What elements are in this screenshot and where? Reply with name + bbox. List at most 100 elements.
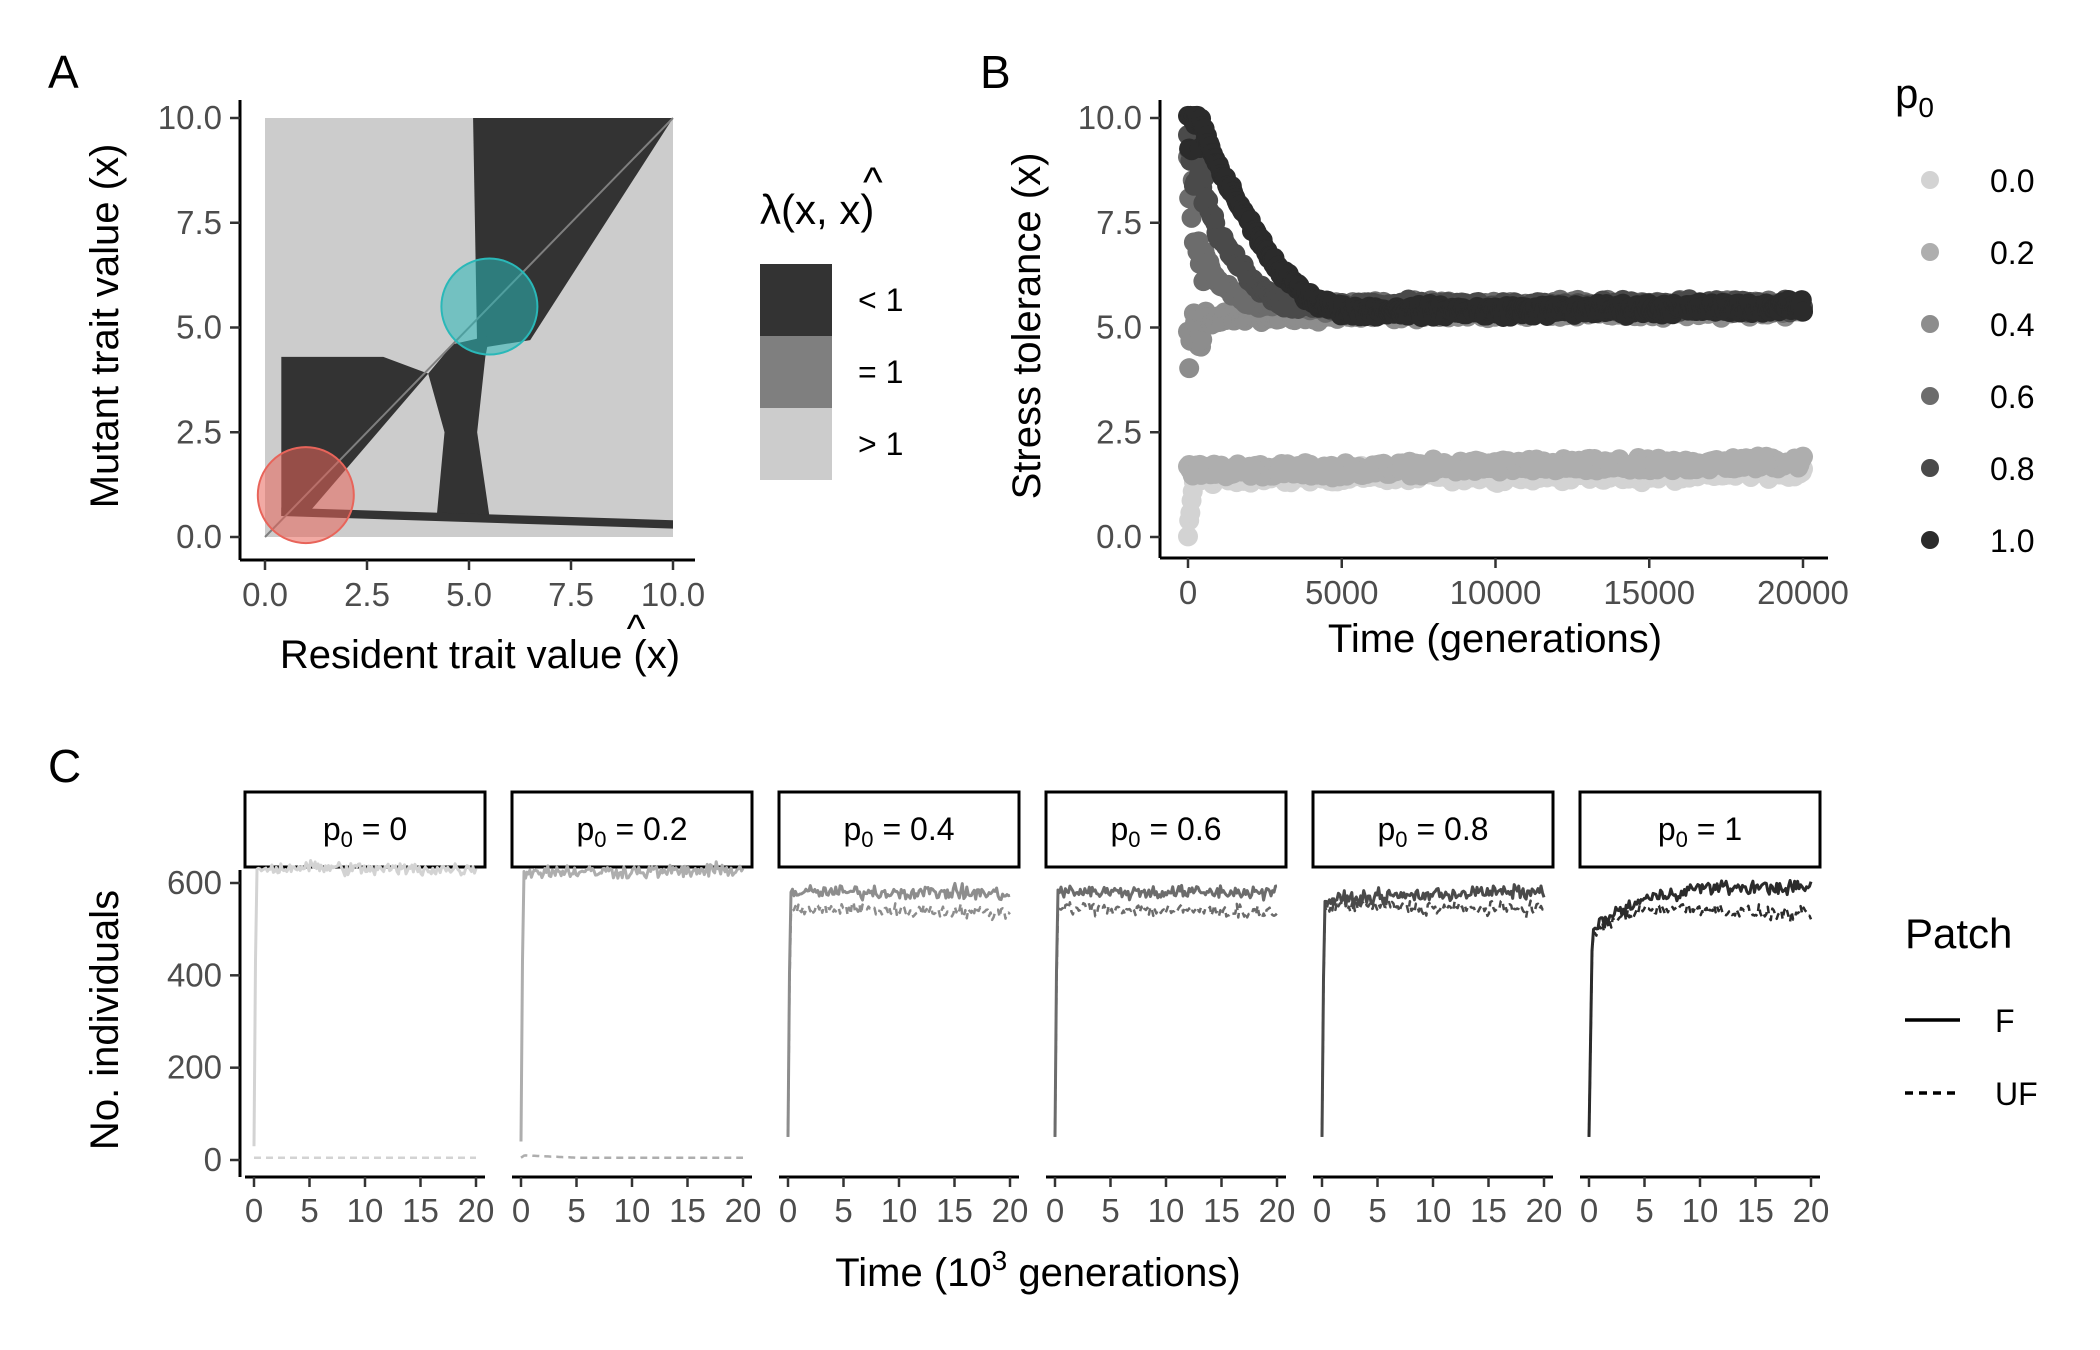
panel-c-x-axis-title: Time (103 generations) [835, 1245, 1240, 1295]
legend-label-gt1: > 1 [858, 426, 903, 462]
panel-b-y-tick-label: 2.5 [1096, 413, 1142, 450]
legend-label-UF: UF [1995, 1076, 2038, 1112]
panel-a-y-tick-label: 0.0 [176, 518, 222, 555]
line-F-facet-5 [1587, 879, 1813, 1137]
panel-b-scatter: 0 5000 10000 15000 20000 0.0 2.5 5.0 7.5 10.0 [1078, 99, 1849, 611]
facet-strip [1044, 790, 1288, 869]
line-UF-facet-4 [1320, 897, 1546, 1137]
point-p0-0.4 [1179, 358, 1200, 379]
facet-1: p0 = 0.2 0 5 10 15 20 [510, 790, 762, 1229]
legend-key-p0-1.0 [1921, 531, 1939, 549]
panel-b-x-tick-label: 5000 [1305, 574, 1378, 611]
panel-b-y-tick-label: 10.0 [1078, 99, 1142, 136]
region-lt1-stem [428, 335, 490, 521]
facet-x-tick-label: 20 [1793, 1192, 1830, 1229]
panel-a-x-ticks: 0.0 2.5 5.0 7.5 10.0 [242, 560, 705, 613]
facet-x-tick-label: 5 [300, 1192, 318, 1229]
panel-label-a: A [48, 46, 79, 98]
panel-b-x-tick-label: 15000 [1603, 574, 1695, 611]
facet-x-tick-label: 15 [1737, 1192, 1774, 1229]
legend-key-lt1 [760, 264, 832, 336]
legend-key-gt1 [760, 408, 832, 480]
panel-a-y-tick-label: 10.0 [158, 99, 222, 136]
panel-b-x-tick-label: 10000 [1450, 574, 1542, 611]
panel-c-y-axis-title: No. individuals [83, 890, 127, 1150]
panel-label-b: B [980, 46, 1011, 98]
panel-a-legend-title-hat: ^ [863, 158, 883, 205]
facet-x-tick-label: 20 [1259, 1192, 1296, 1229]
panel-a-x-tick-label: 5.0 [446, 576, 492, 613]
facet-0: p0 = 0 0 5 10 15 20 [243, 790, 495, 1229]
point-p0-0.6 [1181, 207, 1202, 228]
panel-b-y-axis-title: Stress tolerance (x) [1005, 153, 1049, 500]
panel-a-y-tick-label: 5.0 [176, 309, 222, 346]
panel-b-legend-items: 0.0 0.2 0.4 0.6 0.8 1.0 [1921, 163, 2034, 559]
legend-key-p0-0.8 [1921, 459, 1939, 477]
facet-x-tick-label: 10 [1415, 1192, 1452, 1229]
panel-a-legend: λ(x, x) ^ < 1 = 1 > 1 [760, 158, 903, 480]
point-p0-0.0 [1178, 526, 1198, 547]
facet-x-tick-label: 20 [458, 1192, 495, 1229]
line-UF-facet-3 [1053, 901, 1278, 1137]
legend-label-p0-0.8: 0.8 [1990, 451, 2034, 487]
point-p0-0.4 [1192, 329, 1213, 350]
line-F-facet-1 [519, 860, 745, 1142]
panel-c-legend-title: Patch [1905, 910, 2012, 957]
line-F-facet-3 [1053, 883, 1278, 1137]
panel-a-x-axis-hat: ^ [627, 607, 646, 651]
facet-x-tick-label: 10 [347, 1192, 384, 1229]
facet-x-tick-label: 0 [1046, 1192, 1064, 1229]
panel-a-axes [238, 100, 695, 562]
panel-a-y-tick-label: 7.5 [176, 204, 222, 241]
panel-label-c: C [48, 740, 81, 792]
region-lt1-bottom-strip [281, 507, 673, 529]
facet-x-tick-label: 20 [1526, 1192, 1563, 1229]
panel-a-y-ticks: 0.0 2.5 5.0 7.5 10.0 [158, 99, 240, 555]
facet-x-tick-label: 10 [1682, 1192, 1719, 1229]
legend-label-p0-0.6: 0.6 [1990, 379, 2034, 415]
facet-strip [510, 790, 754, 869]
panel-a-x-tick-label: 10.0 [641, 576, 705, 613]
facet-x-tick-label: 20 [725, 1192, 762, 1229]
facet-x-tick-label: 15 [402, 1192, 439, 1229]
facet-strip-label: p0 = 0.4 [844, 811, 955, 852]
panel-b-y-tick-label: 7.5 [1096, 204, 1142, 241]
facet-x-tick-label: 15 [669, 1192, 706, 1229]
facet-x-tick-label: 15 [1203, 1192, 1240, 1229]
legend-key-p0-0.2 [1921, 243, 1939, 261]
series-p0-0.2 [1178, 446, 1813, 488]
facet-x-tick-label: 5 [1635, 1192, 1653, 1229]
facet-strip-label: p0 = 1 [1658, 811, 1742, 852]
panel-a-y-axis-title: Mutant trait value (x) [83, 144, 127, 509]
facet-x-tick-label: 10 [614, 1192, 651, 1229]
facet-5: p0 = 1 0 5 10 15 20 [1578, 790, 1830, 1229]
facet-x-tick-label: 5 [567, 1192, 585, 1229]
panel-a-y-tick-label: 2.5 [176, 413, 222, 450]
facet-x-tick-label: 0 [512, 1192, 530, 1229]
line-UF-facet-5 [1587, 903, 1813, 1137]
facet-x-tick-label: 15 [1470, 1192, 1507, 1229]
line-UF-facet-1 [520, 1154, 743, 1159]
facet-strip [1578, 790, 1822, 869]
panel-b-axes [1158, 100, 1828, 560]
facet-x-tick-label: 0 [1313, 1192, 1331, 1229]
panel-b-y-tick-label: 5.0 [1096, 309, 1142, 346]
line-F-facet-4 [1320, 883, 1546, 1137]
legend-label-p0-1.0: 1.0 [1990, 523, 2034, 559]
red-equilibrium-marker [256, 446, 355, 545]
facet-strip-label: p0 = 0 [323, 811, 407, 852]
facet-x-tick-label: 0 [1580, 1192, 1598, 1229]
panel-b-y-tick-label: 0.0 [1096, 518, 1142, 555]
panel-a-x-tick-label: 2.5 [344, 576, 390, 613]
panel-b-x-tick-label: 0 [1179, 574, 1197, 611]
legend-label-p0-0.2: 0.2 [1990, 235, 2034, 271]
panel-a-pip-heatmap: 0.0 2.5 5.0 7.5 10.0 0.0 2.5 5.0 7.5 10.0 [158, 99, 705, 613]
facet-x-tick-label: 5 [1101, 1192, 1119, 1229]
panel-b-x-tick-label: 20000 [1757, 574, 1849, 611]
legend-label-eq1: = 1 [858, 354, 903, 390]
panel-a-x-axis-title: Resident trait value (x) [280, 633, 680, 677]
line-F-facet-2 [786, 881, 1011, 1137]
legend-key-p0-0.0 [1921, 171, 1939, 189]
panel-b-points [1178, 105, 1813, 547]
facet-x-tick-label: 15 [936, 1192, 973, 1229]
